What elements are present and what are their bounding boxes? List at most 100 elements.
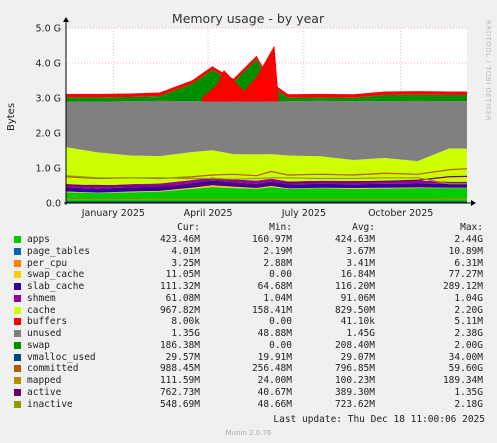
legend-max-value: 2.44G [454, 234, 483, 245]
legend-header-max: Max: [460, 222, 483, 233]
legend-avg-value: 208.40M [334, 339, 375, 351]
legend-avg-value: 116.20M [334, 281, 375, 292]
legend-row-mapped: mapped 111.59M 24.00M 100.23M 189.34M [0, 375, 497, 387]
legend-cur-value: 988.45M [159, 363, 200, 375]
legend-min-value: 2.19M [263, 245, 292, 257]
legend-row-inactive: inactive 548.69M 48.66M 723.62M 2.18G [0, 399, 497, 411]
legend-label: vmalloc_used [27, 351, 96, 363]
legend-min-value: 48.88M [257, 328, 292, 339]
legend-min-value: 256.48M [251, 363, 292, 375]
munin-version: Munin 2.0.76 [225, 429, 272, 437]
legend-row-swap: swap 186.38M 0.00 208.40M 2.00G [0, 340, 497, 352]
legend-avg-value: 1.45G [346, 328, 375, 339]
legend-label: slab_cache [27, 281, 85, 292]
legend-swatch [14, 283, 21, 290]
legend-row-page_tables: page_tables 4.01M 2.19M 3.67M 10.89M [0, 246, 497, 258]
legend-min-value: 40.67M [257, 386, 292, 398]
legend-row-slab_cache: slab_cache 111.32M 64.68M 116.20M 289.12M [0, 281, 497, 293]
legend-max-value: 5.11M [454, 316, 483, 328]
legend-label: per_cpu [27, 257, 68, 269]
legend-header-min: Min: [269, 222, 292, 233]
legend-swatch [14, 377, 21, 384]
legend-max-value: 6.31M [454, 257, 483, 269]
area-swap_cache [66, 185, 467, 193]
legend-row-cache: cache 967.82M 158.41M 829.50M 2.20G [0, 305, 497, 317]
legend-min-value: 158.41M [251, 304, 292, 316]
area-slab_cache [66, 180, 467, 193]
legend-min-value: 2.88M [263, 257, 292, 269]
legend-min-value: 48.66M [257, 398, 292, 410]
chart-title: Memory usage - by year [172, 11, 325, 26]
legend-label: inactive [27, 398, 73, 410]
legend-row-buffers: buffers 8.00k 0.00 41.10k 5.11M [0, 316, 497, 328]
y-tick-label: 4.0 G [36, 59, 62, 70]
legend-avg-value: 796.85M [334, 363, 375, 375]
legend-swatch [14, 388, 21, 396]
legend-cur-value: 186.38M [159, 339, 200, 351]
legend-max-value: 10.89M [448, 245, 483, 257]
legend-cur-value: 61.08M [165, 292, 200, 304]
legend-cur-value: 111.59M [159, 375, 200, 386]
legend-row-active: active 762.73M 40.67M 389.30M 1.35G [0, 387, 497, 399]
legend-avg-value: 16.84M [340, 269, 375, 281]
legend-avg-value: 41.10k [340, 316, 375, 328]
legend-max-value: 1.04G [454, 292, 483, 304]
legend-label: cache [27, 304, 56, 316]
legend-avg-value: 723.62M [334, 398, 375, 410]
legend-max-value: 34.00M [448, 351, 483, 363]
y-tick-label: 1.0 G [36, 164, 62, 175]
legend-label: mapped [27, 375, 62, 386]
legend-avg-value: 389.30M [334, 386, 375, 398]
legend-avg-value: 424.63M [334, 234, 375, 245]
legend-row-committed: committed 988.45M 256.48M 796.85M 59.60G [0, 363, 497, 375]
x-axis-arrow [471, 200, 476, 206]
legend-swatch [14, 271, 21, 279]
legend-label: swap_cache [27, 269, 85, 281]
legend-header-avg: Avg: [352, 222, 375, 233]
legend-cur-value: 423.46M [159, 234, 200, 245]
last-update: Last update: Thu Dec 18 11:00:06 2025 [273, 414, 485, 425]
legend-row-vmalloc_used: vmalloc_used 29.57M 19.91M 29.07M 34.00M [0, 352, 497, 364]
legend-swatch [14, 247, 21, 255]
legend-avg-value: 29.07M [340, 351, 375, 363]
legend-cur-value: 548.69M [159, 398, 200, 410]
legend-min-value: 0.00 [269, 316, 292, 328]
legend-swatch [14, 259, 21, 267]
legend-cur-value: 8.00k [171, 316, 200, 328]
legend-row-shmem: shmem 61.08M 1.04M 91.06M 1.04G [0, 293, 497, 305]
line-series [65, 168, 468, 203]
legend-label: unused [27, 328, 62, 339]
legend-swatch [14, 318, 21, 326]
legend-swatch [14, 341, 21, 349]
legend-max-value: 2.18G [454, 398, 483, 410]
legend-max-value: 2.20G [454, 304, 483, 316]
legend-avg-value: 3.67M [346, 245, 375, 257]
legend-swatch [14, 306, 21, 314]
line-active [66, 175, 468, 187]
legend-cur-value: 3.25M [171, 257, 200, 269]
y-axis-arrow [63, 17, 69, 22]
legend-min-value: 160.97M [251, 234, 292, 245]
legend-label: committed [27, 363, 79, 375]
legend-max-value: 189.34M [442, 375, 483, 386]
area-cache [66, 147, 467, 186]
legend-cur-value: 29.57M [165, 351, 200, 363]
legend-min-value: 1.04M [263, 292, 292, 304]
legend-cur-value: 762.73M [159, 386, 200, 398]
y-tick-label: 0.0 [46, 199, 61, 210]
legend-avg-value: 3.41M [346, 257, 375, 269]
legend-min-value: 64.68M [257, 281, 292, 292]
y-tick-label: 3.0 G [36, 94, 62, 105]
legend-label: shmem [27, 292, 56, 304]
legend-cur-value: 11.05M [165, 269, 200, 281]
legend-min-value: 19.91M [257, 351, 292, 363]
legend-swatch [14, 236, 21, 243]
legend-swatch [14, 353, 21, 361]
legend-cur-value: 967.82M [159, 304, 200, 316]
rrdtool-credit: RRDTOOL / TOBI OETIKER [484, 20, 492, 122]
legend-swatch [14, 365, 21, 373]
legend-max-value: 77.27M [448, 269, 483, 281]
legend-avg-value: 91.06M [340, 292, 375, 304]
legend-row-apps: apps 423.46M 160.97M 424.63M 2.44G [0, 234, 497, 246]
legend-avg-value: 100.23M [334, 375, 375, 386]
